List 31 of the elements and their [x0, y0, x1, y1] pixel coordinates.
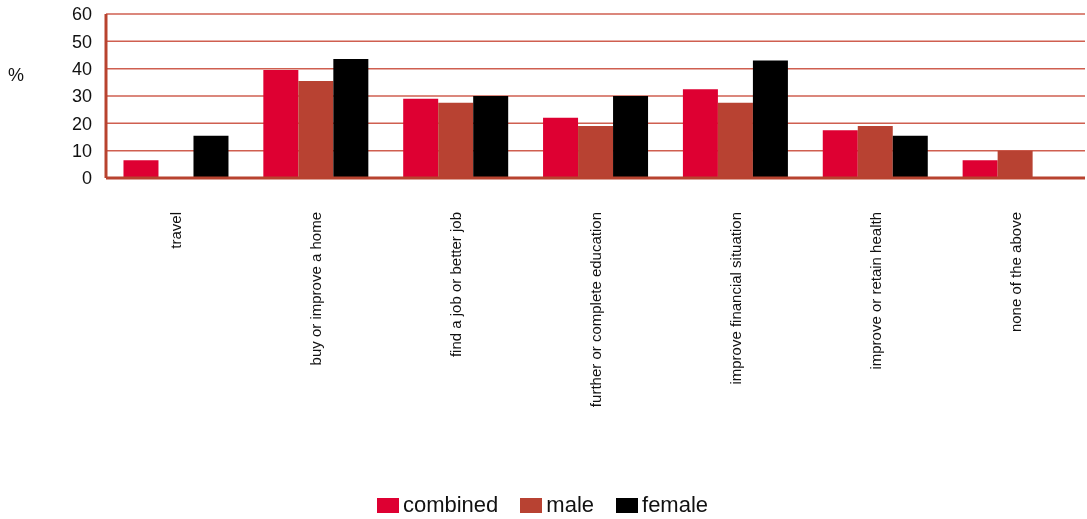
x-tick-label: improve or retain health — [866, 212, 884, 370]
bar — [403, 98, 439, 178]
bar — [822, 130, 858, 178]
legend-label: combined — [402, 492, 499, 518]
x-tick-label: none of the above — [1006, 212, 1024, 333]
y-tick-label: 20 — [71, 113, 92, 134]
bar — [613, 96, 649, 178]
x-tick-label: find a job or better job — [447, 212, 465, 358]
bar — [682, 89, 718, 178]
legend-label: female — [642, 492, 709, 518]
x-tick-label: buy or improve a home — [307, 212, 325, 366]
bar — [962, 160, 998, 178]
y-tick-label: 30 — [71, 86, 92, 107]
y-tick-label: 0 — [81, 168, 92, 189]
bar — [263, 70, 299, 178]
x-tick-label: travel — [167, 212, 185, 249]
bar — [543, 117, 579, 178]
x-tick-label: improve financial situation — [726, 212, 744, 385]
bar — [333, 59, 369, 178]
bar — [752, 60, 788, 178]
bar — [892, 135, 928, 178]
bar — [123, 160, 159, 178]
y-tick-label: 50 — [71, 31, 92, 52]
y-axis-title: % — [8, 64, 25, 85]
bar — [473, 96, 509, 178]
legend-label: male — [546, 492, 595, 518]
y-tick-label: 10 — [71, 141, 92, 162]
bar — [193, 135, 229, 178]
x-tick-label: further or complete education — [587, 212, 604, 408]
y-tick-label: 60 — [71, 4, 92, 25]
y-tick-label: 40 — [71, 59, 92, 80]
